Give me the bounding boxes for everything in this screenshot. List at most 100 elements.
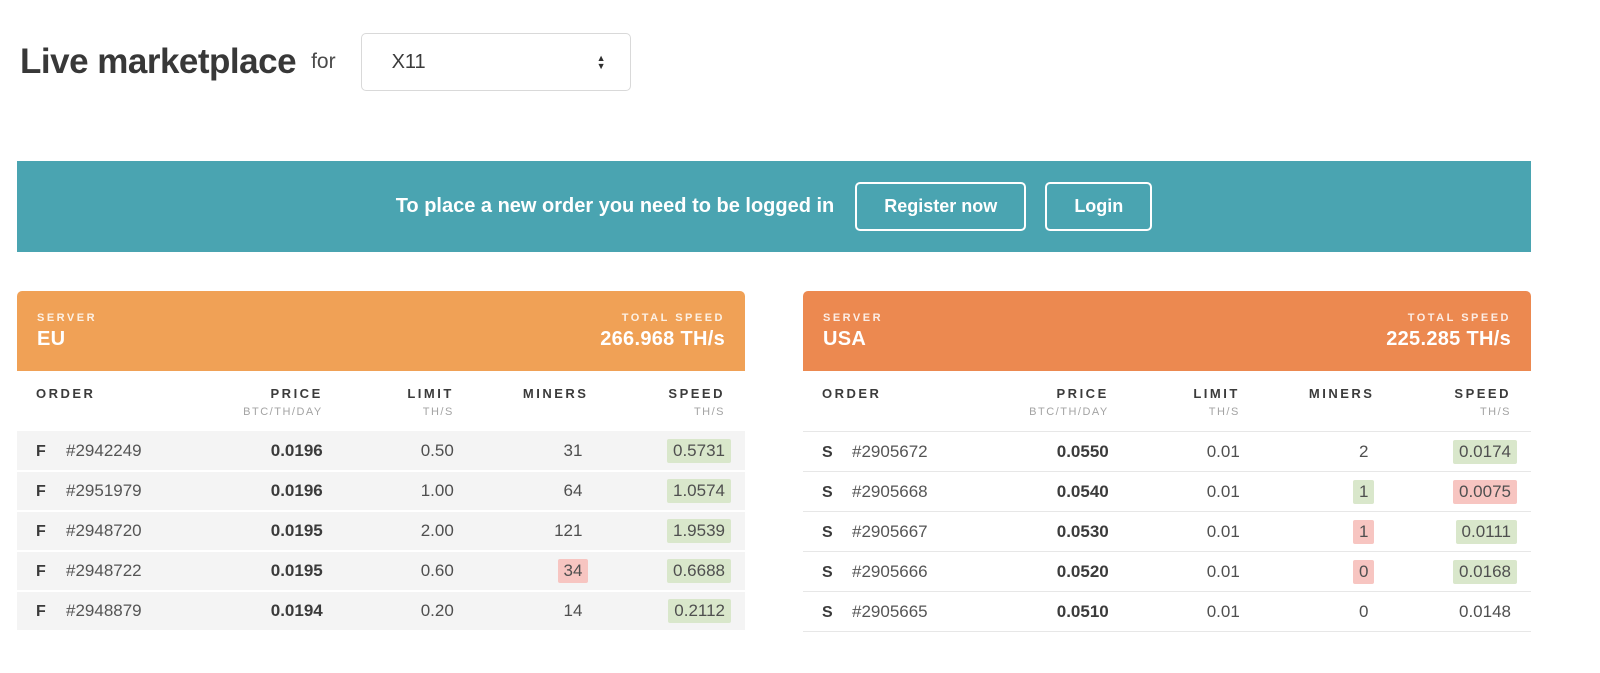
limit-column-unit: TH/S: [1208, 406, 1240, 418]
order-miners: 2: [1358, 441, 1369, 461]
table-row: F #2951979 0.0196 1.00 64 1.0574: [17, 471, 745, 511]
order-speed: 0.0075: [1453, 479, 1517, 504]
order-miners: 1: [1352, 519, 1375, 544]
order-speed: 0.6688: [667, 559, 731, 583]
marketplace-tables: SERVER EU TOTAL SPEED 266.968 TH/s ORDER…: [17, 291, 1531, 632]
for-label: for: [311, 50, 336, 73]
order-id: #2905672: [852, 441, 928, 461]
order-speed: 0.0111: [1455, 519, 1517, 544]
order-speed: 0.0168: [1453, 559, 1517, 584]
order-type: F: [36, 483, 46, 500]
miners-column-header: MINERS: [1308, 386, 1375, 401]
speed-column-unit: TH/S: [693, 406, 725, 418]
eu-orders-table: ORDER PRICE BTC/TH/DAY LIMIT TH/S MINERS S…: [17, 371, 745, 632]
login-button[interactable]: Login: [1045, 182, 1153, 231]
server-name: EU: [37, 327, 66, 350]
order-limit: 0.50: [420, 440, 454, 460]
order-miners: 64: [563, 481, 583, 500]
total-speed-value: 225.285 TH/s: [1386, 327, 1511, 350]
speed-column-header: SPEED: [1454, 386, 1511, 401]
login-banner-message: To place a new order you need to be logg…: [395, 195, 835, 217]
usa-market-table: SERVER USA TOTAL SPEED 225.285 TH/s ORDE…: [803, 291, 1531, 632]
order-id: #2948722: [66, 561, 142, 580]
order-price: 0.0550: [1056, 441, 1109, 461]
limit-column-header: LIMIT: [407, 386, 454, 401]
price-column-unit: BTC/TH/DAY: [1029, 406, 1109, 418]
order-id: #2905668: [852, 481, 928, 501]
price-column-unit: BTC/TH/DAY: [243, 406, 323, 418]
server-label: SERVER: [823, 311, 884, 324]
table-row: F #2948879 0.0194 0.20 14 0.2112: [17, 591, 745, 631]
limit-column-header: LIMIT: [1193, 386, 1240, 401]
order-type: S: [822, 443, 833, 461]
table-row: S #2905667 0.0530 0.01 1 0.0111: [803, 511, 1531, 552]
select-arrows-icon: ▲ ▼: [596, 53, 606, 71]
total-speed-value: 266.968 TH/s: [600, 327, 725, 350]
order-type: S: [822, 483, 833, 501]
table-row: S #2905672 0.0550 0.01 2 0.0174: [803, 431, 1531, 472]
order-type: S: [822, 523, 833, 541]
order-id: #2905665: [852, 601, 928, 621]
price-column-header: PRICE: [1056, 386, 1109, 401]
order-column-header: ORDER: [822, 386, 882, 401]
usa-total-block: TOTAL SPEED 225.285 TH/s: [1386, 312, 1511, 351]
table-row: F #2942249 0.0196 0.50 31 0.5731: [17, 431, 745, 471]
order-id: #2905666: [852, 561, 928, 581]
total-speed-label: TOTAL SPEED: [621, 311, 725, 324]
order-type: F: [36, 603, 46, 620]
order-limit: 0.60: [420, 561, 454, 580]
register-button[interactable]: Register now: [855, 182, 1027, 231]
page-content: Live marketplace for X11 ▲ ▼ To place a n…: [17, 32, 1531, 632]
speed-column-header: SPEED: [668, 386, 725, 401]
order-price: 0.0530: [1056, 521, 1109, 541]
order-speed: 0.0148: [1459, 601, 1511, 621]
order-id: #2942249: [66, 440, 142, 460]
eu-server-block: SERVER EU: [37, 312, 97, 351]
limit-column-unit: TH/S: [422, 406, 454, 418]
eu-market-table: SERVER EU TOTAL SPEED 266.968 TH/s ORDER…: [17, 291, 745, 632]
order-price: 0.0196: [270, 481, 323, 500]
order-speed: 1.0574: [667, 479, 731, 503]
table-row: F #2948720 0.0195 2.00 121 1.9539: [17, 511, 745, 551]
table-row: S #2905668 0.0540 0.01 1 0.0075: [803, 471, 1531, 512]
order-limit: 0.01: [1206, 521, 1240, 541]
order-price: 0.0194: [270, 601, 323, 620]
order-miners: 14: [563, 601, 583, 620]
order-limit: 0.01: [1206, 441, 1240, 461]
topbar: Live marketplace for X11 ▲ ▼: [17, 32, 1531, 92]
order-price: 0.0196: [270, 440, 323, 460]
algorithm-select-value: X11: [391, 50, 426, 73]
order-price: 0.0195: [270, 561, 323, 580]
server-name: USA: [823, 327, 867, 350]
usa-table-header-row: ORDER PRICE BTC/TH/DAY LIMIT TH/S MINERS S…: [803, 371, 1531, 432]
order-type: S: [822, 603, 833, 621]
order-speed: 0.5731: [667, 438, 731, 463]
order-id: #2948720: [66, 521, 142, 540]
page-title: Live marketplace: [20, 42, 297, 81]
algorithm-select[interactable]: X11 ▲ ▼: [360, 33, 631, 91]
order-price: 0.0520: [1056, 561, 1109, 581]
order-price: 0.0540: [1056, 481, 1109, 501]
order-miners: 31: [563, 440, 583, 460]
order-id: #2905667: [852, 521, 928, 541]
miners-column-header: MINERS: [522, 386, 589, 401]
order-limit: 0.01: [1206, 481, 1240, 501]
usa-orders-table: ORDER PRICE BTC/TH/DAY LIMIT TH/S MINERS S…: [803, 371, 1531, 632]
order-price: 0.0195: [270, 521, 323, 540]
speed-column-unit: TH/S: [1479, 406, 1511, 418]
order-miners: 0: [1352, 559, 1375, 584]
order-miners: 0: [1358, 601, 1369, 621]
order-id: #2948879: [66, 601, 142, 620]
order-speed: 1.9539: [667, 519, 731, 543]
order-limit: 2.00: [420, 521, 454, 540]
usa-server-block: SERVER USA: [823, 312, 883, 351]
order-speed: 0.0174: [1453, 439, 1517, 464]
order-limit: 0.20: [420, 601, 454, 620]
order-id: #2951979: [66, 481, 142, 500]
order-price: 0.0510: [1056, 601, 1109, 621]
table-row: S #2905666 0.0520 0.01 0 0.0168: [803, 551, 1531, 592]
table-row: F #2948722 0.0195 0.60 34 0.6688: [17, 551, 745, 591]
server-label: SERVER: [37, 311, 98, 324]
order-type: S: [822, 563, 833, 581]
order-miners: 1: [1352, 479, 1375, 504]
